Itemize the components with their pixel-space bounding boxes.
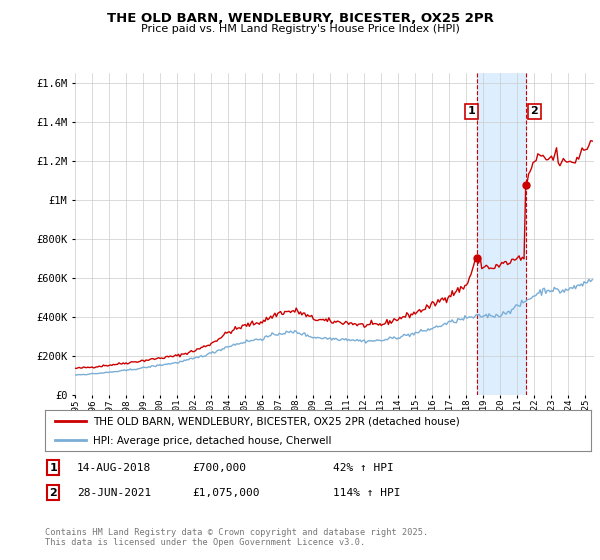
Text: £1,075,000: £1,075,000 [192, 488, 260, 498]
Bar [477, 73, 526, 395]
Text: Contains HM Land Registry data © Crown copyright and database right 2025.
This d: Contains HM Land Registry data © Crown c… [45, 528, 428, 547]
Text: 1: 1 [49, 463, 57, 473]
Text: 1: 1 [468, 106, 476, 116]
Text: Price paid vs. HM Land Registry's House Price Index (HPI): Price paid vs. HM Land Registry's House … [140, 24, 460, 34]
Text: 28-JUN-2021: 28-JUN-2021 [77, 488, 151, 498]
Text: 42% ↑ HPI: 42% ↑ HPI [333, 463, 394, 473]
Text: £700,000: £700,000 [192, 463, 246, 473]
Text: 2: 2 [530, 106, 538, 116]
Text: 114% ↑ HPI: 114% ↑ HPI [333, 488, 401, 498]
Text: THE OLD BARN, WENDLEBURY, BICESTER, OX25 2PR (detached house): THE OLD BARN, WENDLEBURY, BICESTER, OX25… [93, 417, 460, 427]
Text: HPI: Average price, detached house, Cherwell: HPI: Average price, detached house, Cher… [93, 436, 332, 446]
Text: 2: 2 [49, 488, 57, 498]
Text: THE OLD BARN, WENDLEBURY, BICESTER, OX25 2PR: THE OLD BARN, WENDLEBURY, BICESTER, OX25… [107, 12, 493, 25]
Text: 14-AUG-2018: 14-AUG-2018 [77, 463, 151, 473]
